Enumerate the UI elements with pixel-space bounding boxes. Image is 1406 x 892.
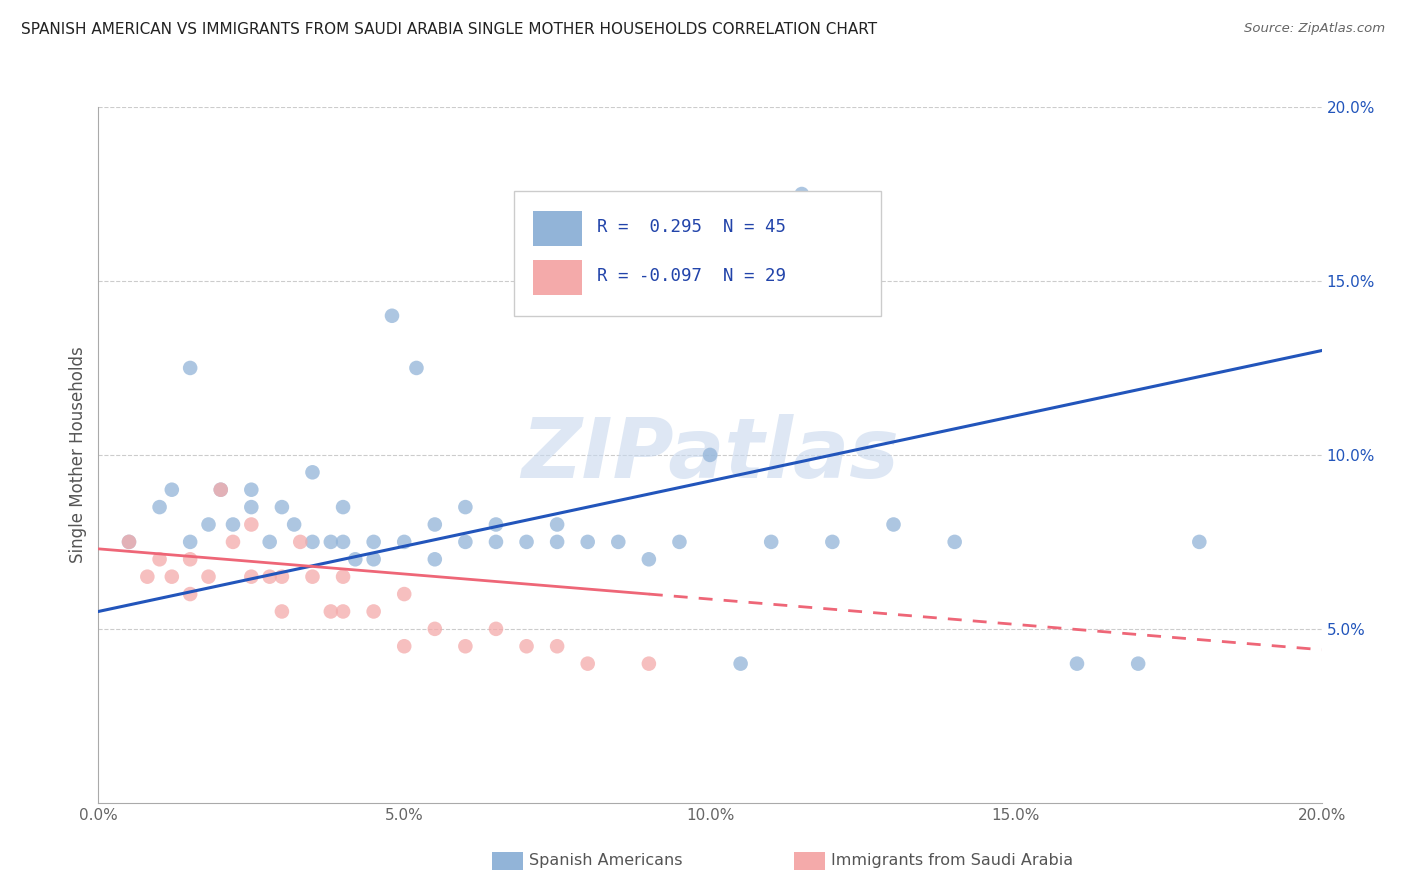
Point	[240, 570, 263, 584]
Point	[516, 639, 538, 653]
Point	[485, 622, 508, 636]
Point	[1188, 534, 1211, 549]
Point	[179, 534, 201, 549]
Text: R =  0.295  N = 45: R = 0.295 N = 45	[598, 219, 786, 236]
Point	[759, 534, 782, 549]
Point	[485, 534, 508, 549]
Text: SPANISH AMERICAN VS IMMIGRANTS FROM SAUDI ARABIA SINGLE MOTHER HOUSEHOLDS CORREL: SPANISH AMERICAN VS IMMIGRANTS FROM SAUD…	[21, 22, 877, 37]
Point	[179, 552, 201, 566]
Point	[290, 534, 312, 549]
FancyBboxPatch shape	[515, 191, 882, 316]
Point	[270, 605, 292, 619]
Point	[423, 517, 446, 532]
Point	[222, 517, 245, 532]
Point	[332, 534, 354, 549]
Point	[883, 517, 905, 532]
Point	[546, 517, 568, 532]
Point	[283, 517, 305, 532]
Point	[1066, 657, 1088, 671]
Point	[149, 500, 172, 514]
Point	[136, 570, 159, 584]
Point	[332, 605, 354, 619]
Point	[454, 534, 477, 549]
Point	[821, 534, 844, 549]
Point	[546, 534, 568, 549]
Point	[392, 534, 416, 549]
Point	[668, 534, 690, 549]
Point	[423, 622, 446, 636]
Text: R = -0.097  N = 29: R = -0.097 N = 29	[598, 267, 786, 285]
Point	[240, 517, 263, 532]
Point	[270, 500, 292, 514]
Point	[576, 657, 599, 671]
Point	[301, 466, 323, 480]
Point	[240, 483, 263, 497]
Point	[392, 639, 416, 653]
Point	[637, 552, 661, 566]
Point	[454, 500, 477, 514]
Point	[423, 552, 446, 566]
Point	[160, 570, 183, 584]
Y-axis label: Single Mother Households: Single Mother Households	[69, 347, 87, 563]
Point	[381, 309, 404, 323]
Point	[118, 534, 141, 549]
Point	[344, 552, 367, 566]
Point	[332, 500, 354, 514]
Point	[546, 639, 568, 653]
Text: Source: ZipAtlas.com: Source: ZipAtlas.com	[1244, 22, 1385, 36]
Point	[405, 360, 427, 375]
Point	[392, 587, 416, 601]
Point	[197, 570, 219, 584]
Text: ZIPatlas: ZIPatlas	[522, 415, 898, 495]
Text: Spanish Americans: Spanish Americans	[529, 854, 682, 868]
Point	[209, 483, 232, 497]
Point	[197, 517, 219, 532]
Point	[730, 657, 752, 671]
Point	[637, 657, 661, 671]
Point	[1128, 657, 1150, 671]
FancyBboxPatch shape	[533, 260, 582, 295]
Point	[179, 360, 201, 375]
Point	[363, 605, 385, 619]
Point	[270, 570, 292, 584]
Point	[607, 534, 630, 549]
Point	[259, 534, 281, 549]
Point	[319, 534, 342, 549]
Point	[363, 534, 385, 549]
Point	[943, 534, 966, 549]
Point	[485, 517, 508, 532]
Point	[699, 448, 721, 462]
FancyBboxPatch shape	[533, 211, 582, 246]
Point	[222, 534, 245, 549]
Point	[332, 570, 354, 584]
Point	[118, 534, 141, 549]
Point	[209, 483, 232, 497]
Point	[454, 639, 477, 653]
Point	[240, 500, 263, 514]
Point	[301, 570, 323, 584]
Point	[319, 605, 342, 619]
Point	[149, 552, 172, 566]
Point	[363, 552, 385, 566]
Point	[179, 587, 201, 601]
Text: Immigrants from Saudi Arabia: Immigrants from Saudi Arabia	[831, 854, 1073, 868]
Point	[301, 534, 323, 549]
Point	[259, 570, 281, 584]
Point	[576, 534, 599, 549]
Point	[516, 534, 538, 549]
Point	[790, 187, 813, 202]
Point	[160, 483, 183, 497]
